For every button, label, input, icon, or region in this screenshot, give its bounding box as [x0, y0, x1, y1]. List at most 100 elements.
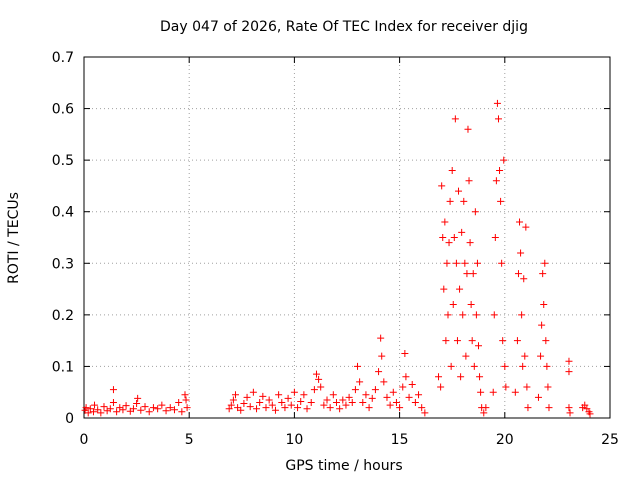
data-point	[345, 393, 353, 401]
data-point	[225, 405, 233, 413]
data-point	[281, 404, 289, 412]
data-point	[259, 392, 267, 400]
grid-lines	[84, 57, 610, 418]
data-point	[449, 301, 457, 309]
data-point	[447, 362, 455, 370]
data-point	[303, 405, 311, 413]
data-point	[399, 383, 407, 391]
data-point	[418, 404, 426, 412]
data-point	[329, 391, 337, 399]
data-point	[492, 177, 500, 185]
data-point	[539, 270, 547, 278]
data-point	[91, 401, 99, 409]
data-point	[262, 404, 270, 412]
data-point	[480, 409, 488, 417]
y-tick-label: 0.2	[52, 308, 74, 324]
data-point	[307, 399, 315, 407]
data-point	[356, 378, 364, 386]
data-point	[448, 166, 456, 174]
data-point	[461, 259, 469, 267]
data-point	[141, 403, 149, 411]
data-point	[517, 249, 525, 257]
data-point	[158, 401, 166, 409]
data-point	[170, 406, 178, 414]
data-point	[450, 234, 458, 241]
data-point	[453, 337, 461, 345]
data-point	[351, 386, 359, 394]
x-tick-label: 20	[496, 432, 514, 448]
data-point	[541, 259, 549, 267]
data-points	[81, 99, 594, 418]
data-point	[534, 393, 542, 401]
data-point	[540, 301, 548, 309]
x-tick-label: 5	[185, 432, 194, 448]
data-point	[377, 334, 385, 342]
data-point	[84, 409, 92, 417]
data-point	[500, 156, 508, 164]
data-point	[275, 391, 283, 399]
data-point	[183, 404, 191, 412]
data-point	[89, 408, 97, 416]
data-point	[446, 197, 454, 205]
data-point	[468, 337, 476, 345]
x-axis-label: GPS time / hours	[285, 458, 402, 474]
data-point	[494, 115, 502, 123]
data-point	[452, 259, 460, 267]
data-point	[463, 270, 471, 278]
data-point	[227, 401, 235, 409]
data-point	[268, 401, 276, 409]
data-point	[240, 400, 248, 408]
data-point	[439, 234, 447, 241]
y-tick-label: 0.5	[52, 153, 74, 169]
y-tick-label: 0	[65, 411, 74, 427]
data-point	[287, 401, 295, 409]
data-point	[359, 399, 367, 407]
data-point	[368, 394, 376, 402]
data-point	[473, 259, 481, 267]
data-point	[178, 408, 186, 416]
data-point	[271, 406, 279, 414]
data-point	[502, 383, 510, 391]
data-point	[243, 393, 251, 401]
data-point	[520, 275, 528, 283]
data-point	[365, 404, 373, 412]
y-tick-label: 0.4	[52, 205, 74, 221]
data-point	[166, 404, 174, 412]
data-point	[565, 404, 573, 412]
x-tick-label: 25	[601, 432, 619, 448]
data-point	[109, 386, 117, 394]
data-point	[323, 396, 331, 404]
data-point	[237, 406, 245, 414]
data-point	[106, 405, 114, 413]
data-point	[389, 388, 397, 396]
data-point	[122, 402, 130, 410]
plot-frame	[83, 56, 611, 419]
data-point	[489, 388, 497, 396]
y-axis-label: ROTI / TECUs	[6, 192, 22, 284]
data-point	[467, 301, 475, 309]
data-point	[518, 311, 526, 319]
y-tick-label: 0.3	[52, 256, 74, 272]
data-point	[402, 373, 410, 381]
data-point	[312, 370, 320, 378]
data-point	[175, 399, 183, 407]
data-point	[437, 383, 445, 391]
data-point	[496, 166, 504, 174]
data-point	[457, 373, 465, 381]
data-point	[109, 399, 117, 407]
data-point	[465, 177, 473, 185]
data-point	[383, 393, 391, 401]
data-point	[462, 352, 470, 360]
data-point	[265, 396, 273, 404]
data-point	[94, 406, 102, 414]
data-point	[362, 391, 370, 399]
data-point	[501, 362, 509, 370]
data-point	[440, 285, 448, 293]
data-point	[294, 404, 302, 412]
data-point	[348, 399, 356, 407]
data-point	[521, 352, 529, 360]
data-point	[336, 405, 344, 413]
data-point	[464, 125, 472, 133]
data-point	[97, 409, 105, 417]
